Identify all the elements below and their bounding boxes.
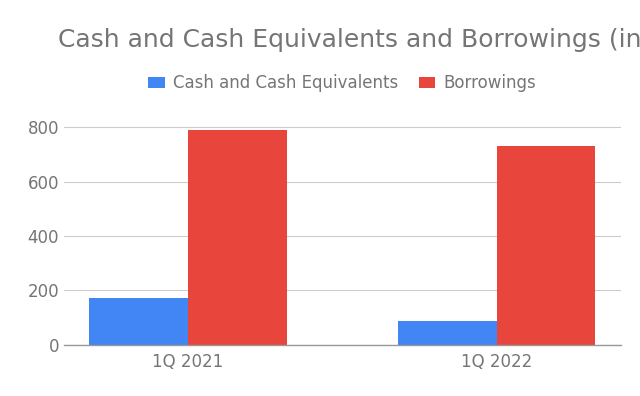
Text: Cash and Cash Equivalents and Borrowings (in USD Millions): Cash and Cash Equivalents and Borrowings… xyxy=(58,28,640,52)
Bar xyxy=(90,298,188,345)
Bar xyxy=(188,130,287,345)
Bar xyxy=(497,146,595,345)
Bar xyxy=(398,322,497,345)
Legend: Cash and Cash Equivalents, Borrowings: Cash and Cash Equivalents, Borrowings xyxy=(141,68,543,99)
